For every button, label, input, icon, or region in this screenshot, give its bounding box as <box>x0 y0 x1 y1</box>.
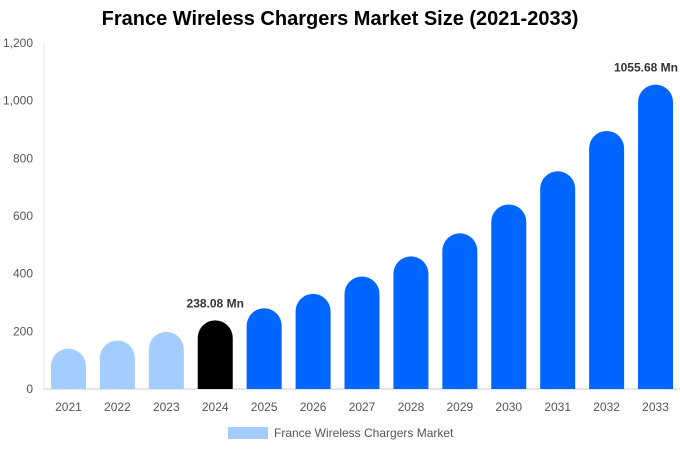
data-label: 238.08 Mn <box>187 296 244 310</box>
bar-2026 <box>295 293 331 389</box>
y-tick-label: 1,200 <box>3 36 33 50</box>
legend[interactable]: France Wireless Chargers Market <box>228 426 453 440</box>
bar-2032 <box>589 130 625 390</box>
bar-2028 <box>393 256 429 389</box>
x-tick-label: 2031 <box>544 400 571 414</box>
y-tick-label: 800 <box>13 151 33 165</box>
y-tick-label: 400 <box>13 267 33 281</box>
bar-2031 <box>540 171 576 389</box>
x-tick-label: 2030 <box>495 400 522 414</box>
bar-2024 <box>197 320 233 389</box>
bar-2029 <box>442 233 478 389</box>
x-tick-label: 2022 <box>104 400 131 414</box>
data-label: 1055.68 Mn <box>614 61 678 75</box>
x-tick-label: 2027 <box>349 400 376 414</box>
x-tick-label: 2026 <box>300 400 327 414</box>
x-tick-label: 2029 <box>446 400 473 414</box>
x-tick-label: 2028 <box>398 400 425 414</box>
legend-label: France Wireless Chargers Market <box>274 426 454 440</box>
bar-2025 <box>246 308 282 389</box>
y-tick-label: 200 <box>13 324 33 338</box>
x-tick-label: 2033 <box>642 400 669 414</box>
bar-2022 <box>99 340 135 389</box>
x-tick-label: 2032 <box>593 400 620 414</box>
bar-2033 <box>638 84 674 389</box>
bar-2021 <box>50 348 86 389</box>
bar-2030 <box>491 204 527 389</box>
y-tick-label: 1,000 <box>3 94 33 108</box>
bar-2023 <box>148 331 184 389</box>
x-tick-label: 2025 <box>251 400 278 414</box>
y-tick-label: 0 <box>26 382 33 396</box>
chart-title: France Wireless Chargers Market Size (20… <box>101 8 579 30</box>
y-tick-label: 600 <box>13 209 33 223</box>
x-tick-label: 2023 <box>153 400 180 414</box>
x-tick-label: 2021 <box>55 400 82 414</box>
bar-2027 <box>344 276 380 389</box>
legend-swatch <box>228 427 268 439</box>
x-tick-label: 2024 <box>202 400 229 414</box>
